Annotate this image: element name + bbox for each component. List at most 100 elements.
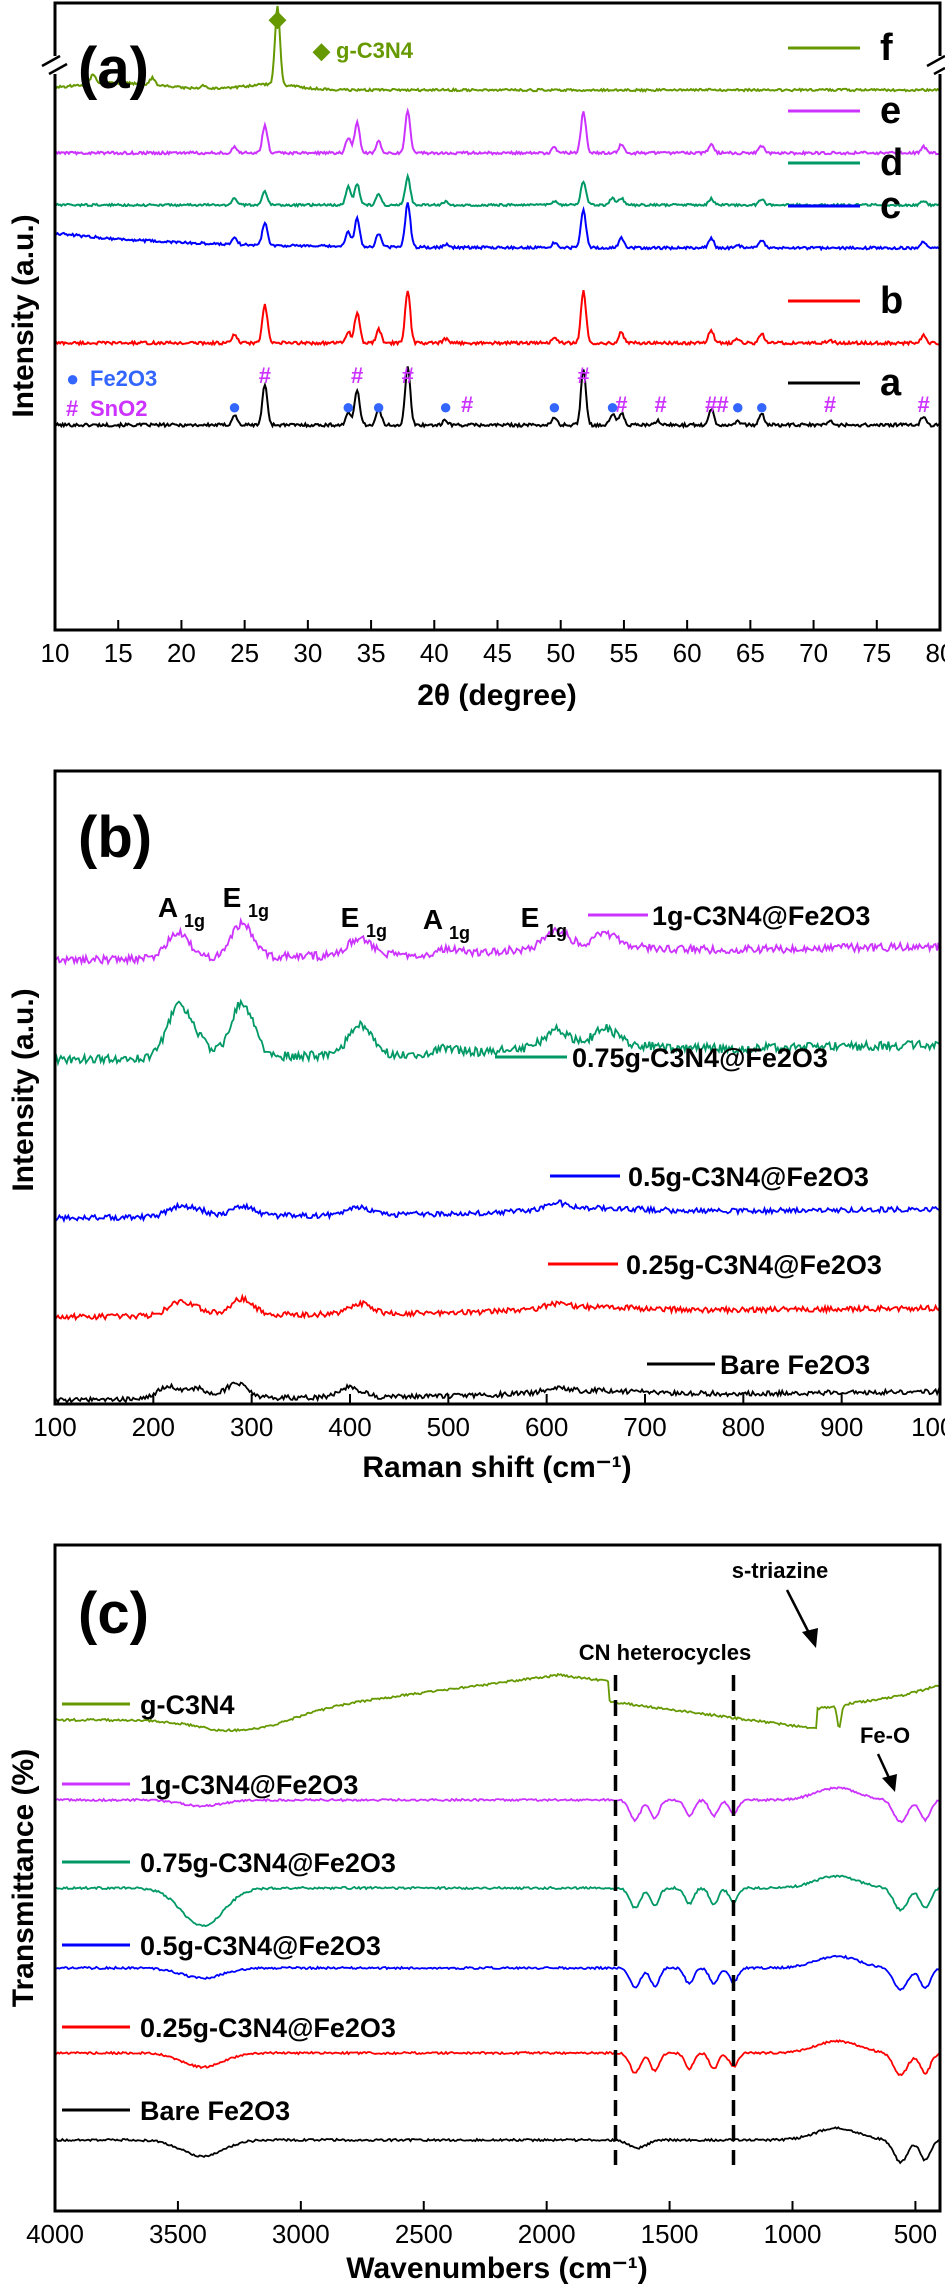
panel-b-series-4 bbox=[54, 1381, 941, 1405]
x-tick-label: 900 bbox=[820, 1412, 863, 1442]
panel-a-legend-label-b: b bbox=[880, 280, 903, 322]
panel-c-series-4 bbox=[54, 2039, 941, 2077]
panel-a-sno2-peak-mark: # bbox=[615, 392, 627, 417]
panel-b-legend-label: 0.5g-C3N4@Fe2O3 bbox=[628, 1162, 869, 1192]
x-tick-label: 65 bbox=[736, 638, 765, 668]
panel-a-series-b bbox=[54, 290, 941, 347]
panel-c-legend-label: 0.25g-C3N4@Fe2O3 bbox=[140, 2013, 396, 2043]
x-tick-label: 2000 bbox=[518, 2219, 576, 2249]
panel-a: 10 15 20 25 30 35 40 45 50 55 60 65 70 75 80 (a) 2θ (d… bbox=[7, 1, 945, 712]
panel-b-axes-frame bbox=[53, 769, 942, 1406]
panel-a-legend-label-c: c bbox=[880, 185, 901, 227]
panel-b-y-axis-title: Intensity (a.u.) bbox=[7, 988, 40, 1191]
panel-a-fe2o3-peak-mark: ● bbox=[606, 394, 619, 419]
panel-b-legend-label: 0.25g-C3N4@Fe2O3 bbox=[626, 1250, 882, 1280]
panel-c-series-1 bbox=[54, 1786, 941, 1824]
x-tick-label: 60 bbox=[673, 638, 702, 668]
panel-b-mode-subscript: 1g bbox=[449, 923, 470, 943]
panel-b-mode-label: E bbox=[223, 882, 242, 913]
panel-b-mode-label: A bbox=[423, 904, 443, 935]
x-tick-label: 400 bbox=[328, 1412, 371, 1442]
panel-a-legend-label-a: a bbox=[880, 362, 902, 404]
x-tick-label: 25 bbox=[230, 638, 259, 668]
x-tick-label: 50 bbox=[546, 638, 575, 668]
panel-c-y-axis-title: Transmittance (%) bbox=[7, 1749, 40, 2007]
panel-a-fe2o3-peak-mark: ● bbox=[342, 394, 355, 419]
panel-b-mode-subscript: 1g bbox=[184, 911, 205, 931]
panel-a-sno2-peak-mark: # bbox=[577, 363, 589, 388]
panel-b-legend-label: 0.75g-C3N4@Fe2O3 bbox=[572, 1043, 828, 1073]
panel-a-series-group bbox=[54, 5, 941, 430]
x-tick-label: 3000 bbox=[272, 2219, 330, 2249]
panel-b-mode-label: E bbox=[341, 902, 360, 933]
panel-a-sno2-peak-mark: # bbox=[461, 392, 473, 417]
panel-c-series-3 bbox=[54, 1954, 941, 1992]
panel-a-inset-legend-marker: ● bbox=[66, 366, 79, 391]
x-tick-label: 1000 bbox=[764, 2219, 822, 2249]
x-tick-label: 800 bbox=[722, 1412, 765, 1442]
panel-a-series-a bbox=[54, 366, 941, 430]
panel-a-sno2-peak-mark: # bbox=[917, 392, 929, 417]
panel-c-annotation-cn-heterocycles: CN heterocycles bbox=[579, 1640, 751, 1665]
panel-c-legend-label: 1g-C3N4@Fe2O3 bbox=[140, 1770, 358, 1800]
panel-b-annotations: A 1g E 1g E 1g A 1g E 1g bbox=[158, 882, 567, 943]
panel-a-x-ticks: 10 15 20 25 30 35 40 45 50 55 60 65 70 75 80 bbox=[41, 620, 945, 668]
x-tick-label: 100 bbox=[33, 1412, 76, 1442]
panel-a-fe2o3-peak-mark: ● bbox=[548, 394, 561, 419]
panel-b-legend: 1g-C3N4@Fe2O3 0.75g-C3N4@Fe2O3 0.5g-C3N4@F… bbox=[495, 901, 882, 1380]
panel-a-legend-label-f: f bbox=[880, 27, 893, 69]
panel-a-sno2-peak-mark: # bbox=[259, 363, 271, 388]
panel-b-mode-subscript: 1g bbox=[248, 901, 269, 921]
panel-c-label: (c) bbox=[78, 1581, 149, 1646]
panel-c-legend-label: g-C3N4 bbox=[140, 1690, 235, 1720]
panel-a-inset-legend-label: Fe2O3 bbox=[90, 366, 157, 391]
panel-c-series-group bbox=[54, 1672, 941, 2165]
panel-c-legend: g-C3N4 1g-C3N4@Fe2O3 0.75g-C3N4@Fe2O3 0.5g-… bbox=[62, 1690, 396, 2126]
panel-c-series-2 bbox=[54, 1874, 941, 1928]
x-tick-label: 300 bbox=[230, 1412, 273, 1442]
panel-c-reference-lines bbox=[613, 1675, 736, 2165]
panel-b-mode-subscript: 1g bbox=[546, 921, 567, 941]
panel-c-series-0 bbox=[54, 1672, 941, 1733]
panel-a-sno2-peak-mark: # bbox=[351, 363, 363, 388]
panel-b-mode-label: E bbox=[521, 902, 540, 933]
panel-a-sno2-peak-mark: # bbox=[705, 392, 717, 417]
x-tick-label: 200 bbox=[132, 1412, 175, 1442]
panel-b-x-axis-title: Raman shift (cm⁻¹) bbox=[362, 1451, 631, 1484]
panel-b-x-ticks: 100 200 300 400 500 600 700 800 900 1000 bbox=[33, 1394, 945, 1442]
panel-a-sno2-peak-mark: # bbox=[654, 392, 666, 417]
panel-c-legend-label: 0.5g-C3N4@Fe2O3 bbox=[140, 1931, 381, 1961]
panel-a-gc3n4-label: g-C3N4 bbox=[336, 38, 414, 63]
panel-c-series-5 bbox=[54, 2126, 941, 2165]
x-tick-label: 15 bbox=[104, 638, 133, 668]
panel-c-arrow-head bbox=[882, 1774, 897, 1792]
panel-c: 4000 3500 3000 2500 2000 1500 1000 500 (c) Wave… bbox=[7, 1543, 942, 2285]
panel-c-arrow-head bbox=[802, 1628, 818, 1648]
x-tick-label: 3500 bbox=[149, 2219, 207, 2249]
panel-a-axes-frame bbox=[53, 1, 942, 632]
panel-a-series-d bbox=[54, 172, 941, 208]
panel-a-fe2o3-peak-mark: ● bbox=[372, 394, 385, 419]
panel-c-arrow-shaft bbox=[785, 1589, 812, 1636]
panel-b-label: (b) bbox=[78, 805, 152, 870]
panel-b-series-group bbox=[54, 916, 941, 1405]
panel-a-fe2o3-peak-mark: ● bbox=[439, 394, 452, 419]
panel-a-inset-legend-label: SnO2 bbox=[90, 396, 147, 421]
x-tick-label: 600 bbox=[525, 1412, 568, 1442]
x-tick-label: 500 bbox=[427, 1412, 470, 1442]
panel-b-mode-label: A bbox=[158, 892, 178, 923]
panel-a-sno2-peak-mark: # bbox=[824, 392, 836, 417]
panel-c-annotation-s-triazine: s-triazine bbox=[732, 1558, 829, 1583]
x-tick-label: 35 bbox=[357, 638, 386, 668]
panel-c-x-ticks: 4000 3500 3000 2500 2000 1500 1000 500 bbox=[26, 2201, 937, 2249]
panel-c-x-axis-title: Wavenumbers (cm⁻¹) bbox=[346, 2252, 647, 2285]
x-tick-label: 1000 bbox=[911, 1412, 945, 1442]
panel-a-label: (a) bbox=[78, 36, 149, 101]
x-tick-label: 2500 bbox=[395, 2219, 453, 2249]
panel-a-gc3n4-marker: ◆ bbox=[268, 6, 287, 31]
panel-b: 100 200 300 400 500 600 700 800 900 1000 (b) Rama… bbox=[7, 769, 945, 1484]
panel-a-annotations: ◆◆ g-C3N4# # #### # # # # #● ● ● ● ● ● ● ●● Fe2O3# SnO2 bbox=[66, 6, 930, 421]
panel-c-arrow-shaft bbox=[876, 1753, 892, 1781]
